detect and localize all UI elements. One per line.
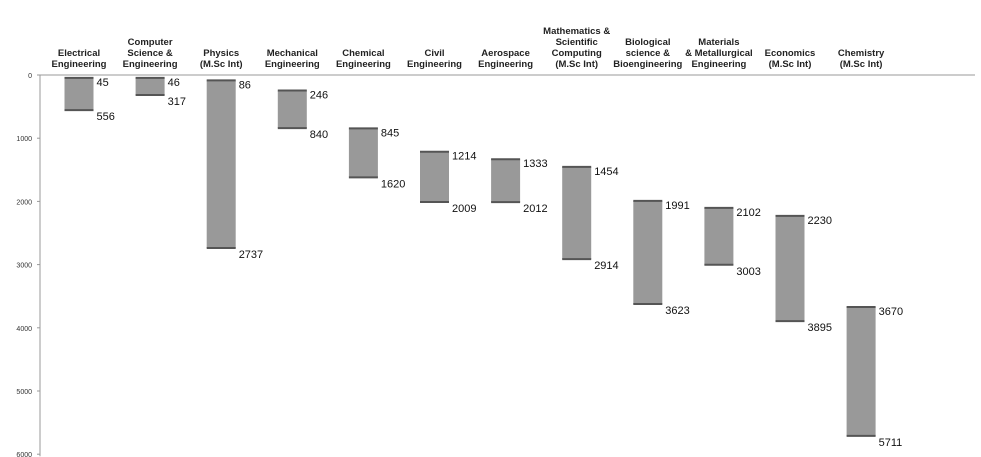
category-label: Biological science & Bioengineering bbox=[613, 37, 682, 70]
category-label: Materials & Metallurgical Engineering bbox=[685, 37, 753, 70]
category-label-line: Science & bbox=[127, 48, 173, 59]
range-bar bbox=[633, 200, 663, 304]
y-tick-label: 5000 bbox=[16, 389, 32, 396]
category-label-line: Electrical bbox=[58, 48, 100, 59]
range-bar bbox=[491, 159, 521, 203]
range-bar bbox=[562, 166, 592, 260]
data-label-high: 3003 bbox=[736, 266, 760, 278]
category-label-line: Materials bbox=[698, 37, 739, 48]
data-label-low: 1333 bbox=[523, 158, 547, 170]
category-label-line: Computing bbox=[552, 48, 602, 59]
category-label-line: (M.Sc Int) bbox=[555, 59, 598, 70]
category-label: Electrical Engineering bbox=[52, 48, 107, 70]
data-label-high: 5711 bbox=[879, 437, 903, 449]
y-tick-label: 2000 bbox=[16, 199, 32, 206]
range-bar bbox=[277, 90, 307, 129]
data-label-high: 840 bbox=[310, 129, 328, 141]
range-bars bbox=[64, 76, 876, 437]
data-label-low: 86 bbox=[239, 79, 251, 91]
category-label-line: Engineering bbox=[336, 59, 391, 70]
data-label-low: 1991 bbox=[665, 200, 689, 212]
y-tick-label: 3000 bbox=[16, 263, 32, 270]
range-bar bbox=[206, 80, 236, 248]
data-label-low: 2230 bbox=[808, 215, 832, 227]
data-label-low: 1454 bbox=[594, 166, 618, 178]
category-label-line: (M.Sc Int) bbox=[769, 59, 812, 70]
data-label-high: 2737 bbox=[239, 249, 263, 261]
category-label: Physics (M.Sc Int) bbox=[200, 48, 243, 70]
data-label-low: 45 bbox=[97, 77, 109, 89]
category-label-line: Engineering bbox=[265, 59, 320, 70]
category-label-line: Computer bbox=[128, 37, 173, 48]
category-label-line: Scientific bbox=[556, 37, 598, 48]
data-label-low: 2102 bbox=[736, 207, 760, 219]
data-labels: 45 556 46 317 86 2737 246 840 845 1620 1214 2009 133… bbox=[97, 77, 904, 449]
category-label: Chemical Engineering bbox=[336, 48, 391, 70]
range-bar bbox=[846, 306, 876, 436]
category-label: Economics (M.Sc Int) bbox=[765, 48, 816, 70]
data-label-high: 317 bbox=[168, 96, 186, 108]
category-label-line: Mathematics & bbox=[543, 26, 610, 37]
range-bar bbox=[64, 77, 94, 111]
category-label-line: Chemical bbox=[342, 48, 384, 59]
data-label-high: 2012 bbox=[523, 203, 547, 215]
data-label-high: 2914 bbox=[594, 260, 618, 272]
range-bar bbox=[704, 207, 734, 265]
category-label-line: Bioengineering bbox=[613, 59, 682, 70]
data-label-low: 3670 bbox=[879, 306, 903, 318]
y-tick-label: 0 bbox=[28, 73, 32, 80]
data-label-low: 1214 bbox=[452, 151, 476, 163]
category-label-line: (M.Sc Int) bbox=[200, 59, 243, 70]
category-label: Computer Science & Engineering bbox=[123, 37, 178, 70]
category-label: Chemistry (M.Sc Int) bbox=[838, 48, 885, 70]
category-label-line: Economics bbox=[765, 48, 816, 59]
category-label-line: Engineering bbox=[478, 59, 533, 70]
data-label-low: 46 bbox=[168, 77, 180, 89]
category-label: Aerospace Engineering bbox=[478, 48, 533, 70]
category-label-line: Mechanical bbox=[267, 48, 318, 59]
data-label-high: 3623 bbox=[665, 305, 689, 317]
category-label-line: Civil bbox=[424, 48, 444, 59]
category-label: Mechanical Engineering bbox=[265, 48, 320, 70]
range-bar bbox=[135, 77, 165, 96]
data-label-high: 3895 bbox=[808, 322, 832, 334]
category-label-line: Physics bbox=[203, 48, 239, 59]
data-label-high: 2009 bbox=[452, 203, 476, 215]
category-label-line: Engineering bbox=[691, 59, 746, 70]
category-label-line: & Metallurgical bbox=[685, 48, 753, 59]
data-label-high: 1620 bbox=[381, 178, 405, 190]
range-bar bbox=[420, 151, 449, 202]
data-label-low: 246 bbox=[310, 90, 328, 102]
category-label-line: Biological bbox=[625, 37, 670, 48]
y-axis: 0 1000 2000 3000 4000 5000 6000 bbox=[16, 73, 975, 457]
y-tick-label: 4000 bbox=[16, 326, 32, 333]
range-bar bbox=[775, 215, 805, 322]
y-tick-label: 6000 bbox=[16, 452, 32, 457]
y-tick-label: 1000 bbox=[16, 136, 32, 143]
category-label: Mathematics & Scientific Computing (M.Sc In… bbox=[543, 26, 610, 70]
category-label-line: Aerospace bbox=[481, 48, 530, 59]
range-bar bbox=[348, 128, 378, 178]
data-label-high: 556 bbox=[97, 111, 115, 123]
data-label-low: 845 bbox=[381, 127, 399, 139]
category-label-line: (M.Sc Int) bbox=[840, 59, 883, 70]
category-label: Civil Engineering bbox=[407, 48, 462, 70]
category-label-line: science & bbox=[626, 48, 670, 59]
category-label-line: Engineering bbox=[123, 59, 178, 70]
category-label-line: Engineering bbox=[52, 59, 107, 70]
category-label-line: Engineering bbox=[407, 59, 462, 70]
category-label-line: Chemistry bbox=[838, 48, 885, 59]
